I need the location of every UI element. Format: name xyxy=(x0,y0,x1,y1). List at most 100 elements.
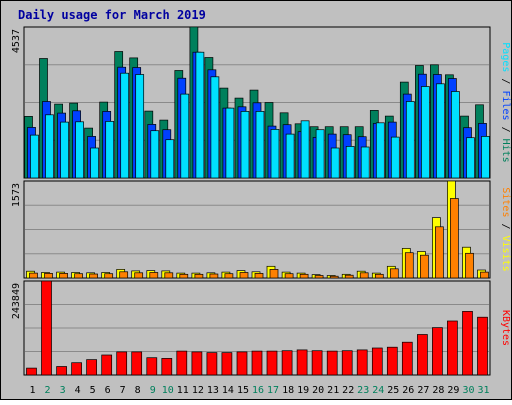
bar-sites-day-7 xyxy=(119,271,129,279)
x-tick-day-8: 8 xyxy=(135,385,141,396)
bar-kbytes-day-31 xyxy=(477,316,488,376)
bar-sites-day-5 xyxy=(89,273,98,279)
bar-sites-day-3 xyxy=(59,273,68,279)
x-tick-day-3: 3 xyxy=(60,385,66,396)
legend-hits: Hits xyxy=(500,139,511,163)
x-tick-day-12: 12 xyxy=(192,385,204,396)
bar-kbytes-day-22 xyxy=(341,350,353,376)
legend-kbytes: KBytes xyxy=(500,310,511,346)
ymax-label: 243849 xyxy=(11,283,22,319)
bar-sites-day-30 xyxy=(465,252,474,279)
x-tick-day-13: 13 xyxy=(207,385,219,396)
bar-pages-day-15 xyxy=(240,111,250,179)
ymax-label: 1573 xyxy=(11,183,22,207)
bar-pages-day-19 xyxy=(300,120,310,179)
bar-sites-day-9 xyxy=(149,272,159,279)
bar-pages-day-2 xyxy=(45,114,54,179)
bar-sites-day-25 xyxy=(389,268,399,279)
bar-pages-day-31 xyxy=(481,136,490,179)
x-axis-day-labels: 1 2 3 4 5 6 7 8 9 10 11 12 13 14 15 16 17 18 19 20 21 22 23 24 2… xyxy=(29,385,489,396)
bar-pages-day-24 xyxy=(375,122,385,179)
legend-pages: Pages xyxy=(500,42,511,72)
x-tick-day-31: 31 xyxy=(477,385,489,396)
bar-pages-day-3 xyxy=(60,121,69,179)
x-tick-day-27: 27 xyxy=(417,385,429,396)
x-tick-day-7: 7 xyxy=(120,385,126,396)
x-tick-day-22: 22 xyxy=(342,385,354,396)
bar-kbytes-day-28 xyxy=(432,327,443,376)
x-tick-day-2: 2 xyxy=(44,385,50,396)
bar-kbytes-day-10 xyxy=(161,358,173,376)
bar-sites-day-17 xyxy=(269,269,279,279)
x-tick-day-4: 4 xyxy=(75,385,81,396)
bar-pages-day-5 xyxy=(90,147,99,179)
bar-sites-day-29 xyxy=(450,198,459,279)
x-tick-day-10: 10 xyxy=(162,385,174,396)
bar-kbytes-day-18 xyxy=(281,350,293,376)
bar-kbytes-day-7 xyxy=(116,351,128,376)
bar-sites-day-13 xyxy=(209,273,219,279)
bar-sites-day-19 xyxy=(299,273,309,279)
bar-pages-day-13 xyxy=(210,76,220,179)
bar-pages-day-30 xyxy=(466,137,475,179)
x-tick-day-20: 20 xyxy=(312,385,324,396)
bar-kbytes-day-21 xyxy=(326,350,338,376)
legend-separator: / xyxy=(500,72,511,90)
legend-kbytes: KBytes xyxy=(500,310,511,346)
bar-pages-day-8 xyxy=(135,74,145,179)
bar-kbytes-day-27 xyxy=(417,334,428,376)
bar-kbytes-day-3 xyxy=(56,366,67,376)
bar-sites-day-1 xyxy=(29,272,38,279)
bar-sites-day-21 xyxy=(329,275,339,279)
panel-hits-files-pages: 4537 Pages / Files / Hits xyxy=(11,26,511,179)
bar-kbytes-day-20 xyxy=(311,350,323,376)
bar-sites-day-4 xyxy=(74,273,83,279)
panel-kbytes: 243849 KBytes xyxy=(11,280,511,376)
legend-hits-files-pages: Pages / Files / Hits xyxy=(500,42,511,162)
bar-sites-day-23 xyxy=(359,272,369,279)
x-tick-day-24: 24 xyxy=(372,385,384,396)
bar-kbytes-day-1 xyxy=(26,367,37,376)
bar-sites-day-18 xyxy=(284,273,294,279)
bar-kbytes-day-16 xyxy=(251,350,263,376)
chart-panels: 4537 Pages / Files / Hits 1573 Sites / Visi… xyxy=(11,26,511,376)
bar-pages-day-26 xyxy=(405,101,415,179)
bar-pages-day-6 xyxy=(105,121,115,179)
bar-sites-day-22 xyxy=(344,274,354,279)
bar-pages-day-29 xyxy=(451,91,460,179)
bar-pages-day-16 xyxy=(255,111,265,179)
bar-kbytes-day-29 xyxy=(447,320,458,376)
legend-files: Files xyxy=(500,90,511,120)
x-tick-day-16: 16 xyxy=(252,385,264,396)
x-tick-day-1: 1 xyxy=(29,385,35,396)
x-tick-day-26: 26 xyxy=(402,385,414,396)
bar-sites-day-28 xyxy=(435,226,444,279)
legend-separator: / xyxy=(500,217,511,235)
x-tick-day-15: 15 xyxy=(237,385,249,396)
bar-pages-day-21 xyxy=(330,147,340,179)
x-tick-day-9: 9 xyxy=(150,385,156,396)
bar-kbytes-day-23 xyxy=(356,349,368,376)
bar-kbytes-day-5 xyxy=(86,359,97,376)
bar-kbytes-day-2 xyxy=(41,280,52,376)
bar-sites-day-2 xyxy=(44,273,53,279)
bar-kbytes-day-4 xyxy=(71,362,82,376)
x-tick-day-18: 18 xyxy=(282,385,294,396)
bar-pages-day-9 xyxy=(150,130,160,179)
ymax-label: 4537 xyxy=(11,29,22,53)
bar-pages-day-27 xyxy=(421,86,430,179)
bar-sites-day-12 xyxy=(194,273,204,279)
bar-kbytes-day-6 xyxy=(101,354,113,376)
x-tick-day-5: 5 xyxy=(90,385,96,396)
chart-title: Daily usage for March 2019 xyxy=(18,8,206,22)
bar-pages-day-10 xyxy=(165,139,175,179)
bar-kbytes-day-26 xyxy=(401,341,413,376)
legend-separator: / xyxy=(500,121,511,139)
bar-sites-day-6 xyxy=(104,273,114,279)
x-tick-day-28: 28 xyxy=(432,385,444,396)
panel-visits-sites: 1573 Sites / Visits xyxy=(11,180,511,279)
bar-sites-day-20 xyxy=(314,275,324,279)
legend-sites: Sites xyxy=(500,187,511,217)
bar-sites-day-26 xyxy=(404,252,414,279)
